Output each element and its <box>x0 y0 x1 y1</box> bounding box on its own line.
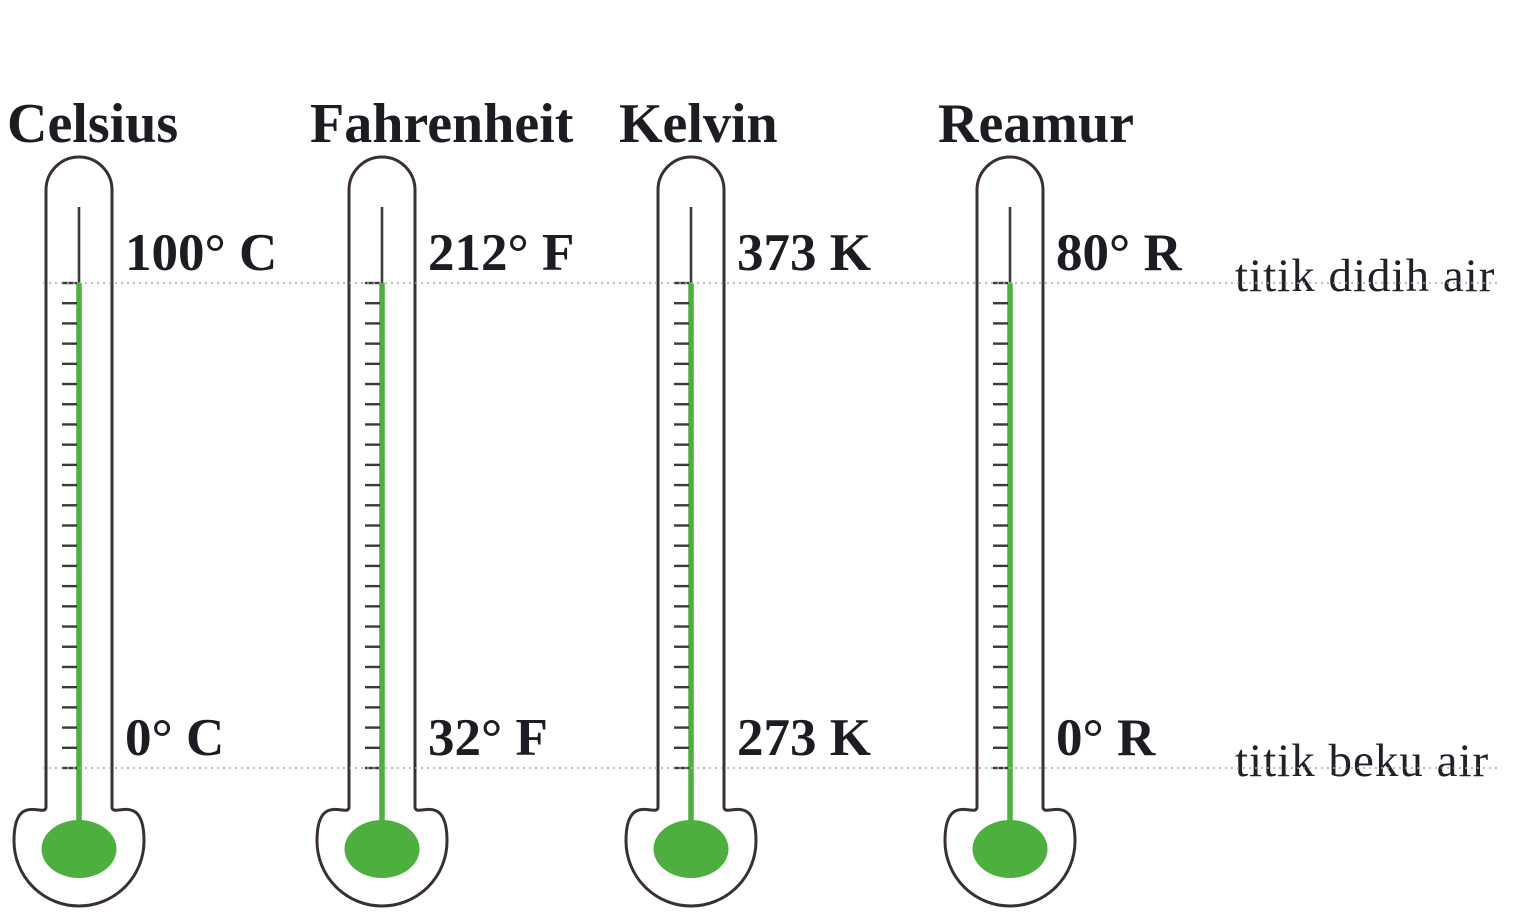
svg-text:80° R: 80° R <box>1056 224 1182 282</box>
svg-text:Celsius: Celsius <box>7 93 178 155</box>
svg-text:0° R: 0° R <box>1056 709 1156 767</box>
svg-text:Fahrenheit: Fahrenheit <box>310 93 574 155</box>
svg-text:273 K: 273 K <box>737 709 871 767</box>
svg-text:Reamur: Reamur <box>938 93 1134 155</box>
svg-text:100° C: 100° C <box>125 224 277 282</box>
svg-text:212° F: 212° F <box>428 224 574 282</box>
svg-text:0° C: 0° C <box>125 709 224 767</box>
svg-text:titik didih air: titik didih air <box>1235 250 1495 302</box>
svg-text:373 K: 373 K <box>737 224 871 282</box>
svg-text:32° F: 32° F <box>428 709 548 767</box>
svg-text:titik beku air: titik beku air <box>1235 735 1489 787</box>
svg-text:Kelvin: Kelvin <box>619 93 778 155</box>
